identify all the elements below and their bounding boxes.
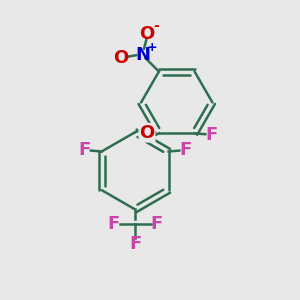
Text: -: -	[153, 20, 159, 33]
Text: O: O	[113, 49, 129, 67]
Text: F: F	[180, 141, 192, 159]
Text: F: F	[78, 141, 91, 159]
Text: F: F	[129, 235, 141, 253]
Text: F: F	[108, 215, 120, 233]
Text: N: N	[135, 46, 150, 64]
Text: O: O	[140, 124, 155, 142]
Text: O: O	[140, 25, 155, 43]
Text: F: F	[150, 215, 163, 233]
Text: F: F	[206, 126, 218, 144]
Text: +: +	[146, 41, 157, 54]
